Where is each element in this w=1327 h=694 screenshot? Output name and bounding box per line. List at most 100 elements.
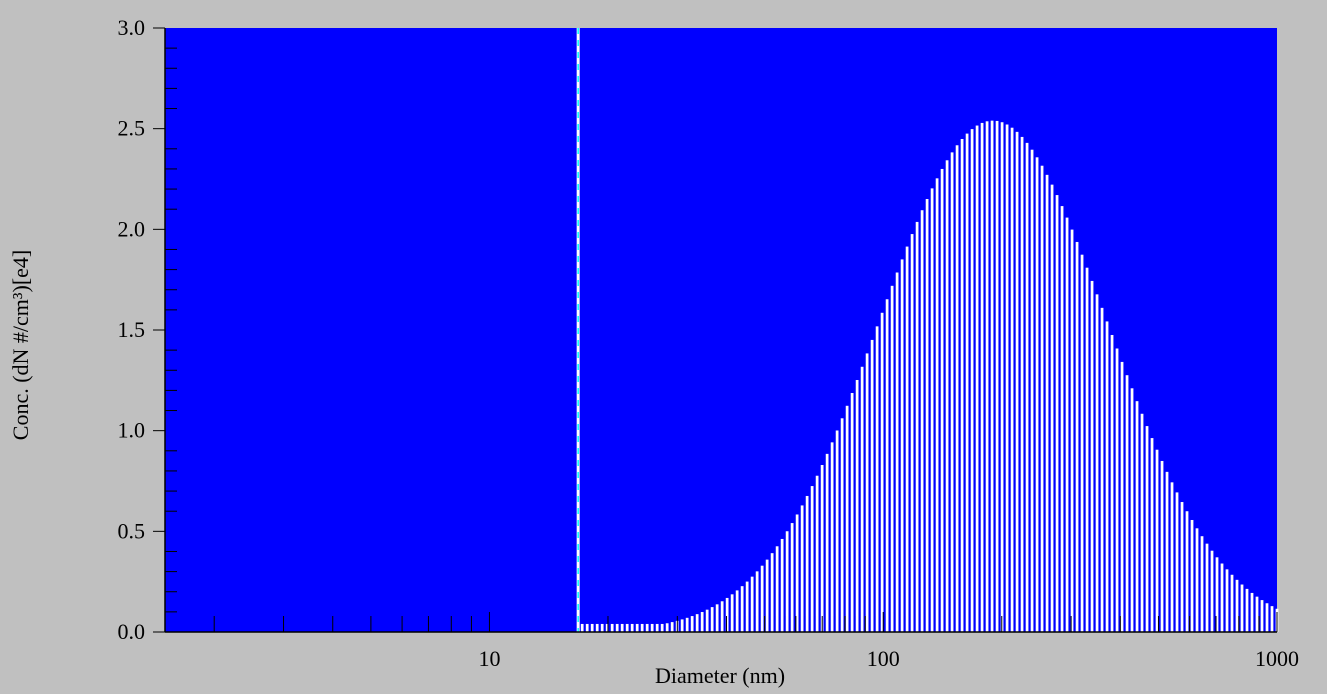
bar bbox=[920, 210, 924, 632]
bar bbox=[1095, 294, 1099, 632]
bar bbox=[1060, 206, 1064, 632]
bars-group bbox=[580, 120, 1279, 633]
bar bbox=[1035, 157, 1039, 632]
bar bbox=[715, 604, 719, 632]
bar bbox=[1190, 519, 1194, 632]
x-tick-label: 100 bbox=[867, 646, 900, 671]
bar bbox=[1260, 600, 1264, 632]
bar bbox=[680, 619, 684, 632]
bar bbox=[945, 160, 949, 633]
bar bbox=[850, 393, 854, 632]
bar bbox=[875, 326, 879, 632]
bar bbox=[1270, 606, 1274, 632]
bar bbox=[955, 145, 959, 632]
bar bbox=[730, 594, 734, 632]
bar bbox=[740, 586, 744, 632]
y-tick-label: 0.0 bbox=[118, 619, 146, 644]
bar bbox=[965, 133, 969, 632]
bar bbox=[630, 623, 634, 632]
bar bbox=[985, 121, 989, 633]
bar bbox=[1245, 588, 1249, 632]
bar bbox=[615, 623, 619, 632]
bar bbox=[780, 538, 784, 632]
bar bbox=[670, 622, 674, 632]
bar bbox=[1200, 536, 1204, 632]
bar bbox=[1210, 550, 1214, 632]
bar bbox=[1100, 307, 1104, 632]
bar bbox=[1015, 131, 1019, 633]
bar bbox=[610, 623, 614, 632]
bar bbox=[1115, 348, 1119, 632]
bar bbox=[760, 565, 764, 632]
y-tick-label: 2.0 bbox=[118, 216, 146, 241]
bar bbox=[970, 129, 974, 633]
bar bbox=[905, 246, 909, 632]
bar bbox=[635, 623, 639, 632]
y-tick-label: 0.5 bbox=[118, 518, 146, 543]
bar bbox=[1215, 557, 1219, 632]
x-axis: 10 100 1000 bbox=[165, 612, 1299, 671]
bar bbox=[815, 475, 819, 632]
bar bbox=[865, 353, 869, 632]
bar bbox=[990, 120, 994, 632]
bar bbox=[960, 139, 964, 632]
bar bbox=[800, 505, 804, 632]
bar bbox=[1090, 280, 1094, 632]
bar bbox=[770, 553, 774, 632]
bar bbox=[810, 486, 814, 632]
bar bbox=[845, 405, 849, 632]
bar bbox=[745, 581, 749, 632]
bar bbox=[840, 418, 844, 632]
bar bbox=[1220, 563, 1224, 632]
bar bbox=[705, 609, 709, 632]
bar bbox=[940, 168, 944, 632]
bar bbox=[1120, 361, 1124, 632]
bar bbox=[1250, 592, 1254, 632]
bar bbox=[885, 299, 889, 632]
bar bbox=[590, 623, 594, 632]
bar bbox=[925, 199, 929, 632]
bar bbox=[1050, 184, 1054, 632]
bar bbox=[1085, 267, 1089, 632]
bar bbox=[595, 623, 599, 632]
bar bbox=[735, 590, 739, 632]
bar bbox=[895, 272, 899, 632]
bar bbox=[1070, 229, 1074, 632]
bar bbox=[725, 597, 729, 632]
bar bbox=[720, 601, 724, 632]
bar bbox=[1040, 165, 1044, 632]
bar bbox=[930, 188, 934, 632]
plot-area bbox=[165, 28, 1277, 632]
bar bbox=[755, 571, 759, 632]
bar bbox=[1195, 528, 1199, 632]
bar bbox=[1170, 482, 1174, 632]
bar bbox=[775, 546, 779, 632]
bar bbox=[600, 623, 604, 632]
bar bbox=[805, 495, 809, 632]
bar bbox=[650, 623, 654, 632]
bar bbox=[1165, 471, 1169, 632]
bar bbox=[1025, 142, 1029, 632]
bar bbox=[785, 531, 789, 632]
bar bbox=[640, 623, 644, 632]
bar bbox=[655, 623, 659, 632]
bar bbox=[860, 366, 864, 632]
bar bbox=[765, 559, 769, 632]
bar bbox=[950, 152, 954, 632]
y-tick-label: 3.0 bbox=[118, 15, 146, 40]
bar bbox=[685, 617, 689, 632]
y-tick-label: 1.0 bbox=[118, 418, 146, 443]
bar bbox=[1175, 492, 1179, 632]
bar bbox=[620, 623, 624, 632]
bar bbox=[1030, 149, 1034, 632]
bar bbox=[1240, 584, 1244, 632]
bar bbox=[1265, 603, 1269, 632]
bar bbox=[790, 523, 794, 632]
bar bbox=[1235, 579, 1239, 632]
bar bbox=[1145, 426, 1149, 632]
bar bbox=[1130, 388, 1134, 632]
bar bbox=[690, 616, 694, 632]
bar bbox=[890, 285, 894, 632]
bar bbox=[900, 259, 904, 632]
